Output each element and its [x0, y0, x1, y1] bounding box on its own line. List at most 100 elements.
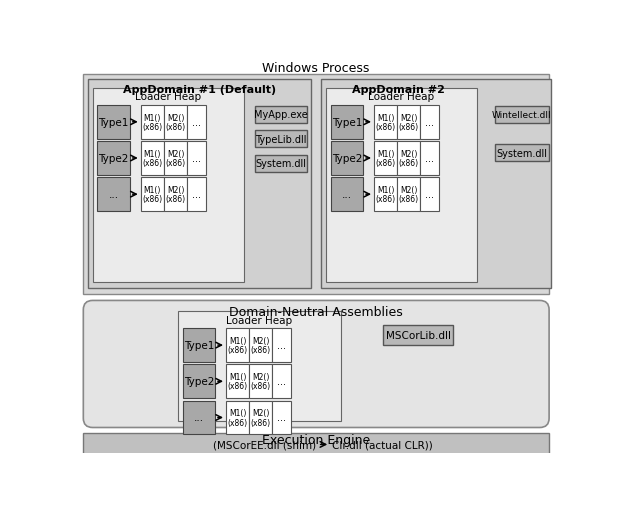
Text: M2(): M2(): [252, 373, 270, 381]
Bar: [420, 106, 439, 139]
Text: (x86): (x86): [143, 195, 162, 204]
Bar: [255, 156, 307, 173]
Bar: [226, 328, 249, 362]
Bar: [420, 142, 439, 176]
Bar: [164, 106, 187, 139]
Text: M1(): M1(): [377, 186, 394, 194]
Text: M1(): M1(): [144, 186, 161, 194]
Text: Loader Heap: Loader Heap: [135, 92, 201, 102]
Bar: [187, 106, 206, 139]
Text: MyApp.exe: MyApp.exe: [254, 110, 308, 120]
Bar: [321, 79, 550, 289]
Text: (x86): (x86): [251, 346, 271, 355]
Text: (x86): (x86): [399, 159, 419, 168]
Text: System.dll: System.dll: [255, 159, 307, 169]
Text: Type2: Type2: [332, 154, 362, 164]
Bar: [178, 312, 341, 421]
Text: Type2: Type2: [98, 154, 129, 164]
Text: (x86): (x86): [228, 382, 247, 390]
Bar: [397, 142, 420, 176]
Bar: [273, 401, 291, 435]
Text: (x86): (x86): [165, 195, 186, 204]
Text: M1(): M1(): [229, 409, 246, 417]
Bar: [331, 142, 363, 176]
Text: AppDomain #2: AppDomain #2: [352, 84, 445, 95]
Text: (x86): (x86): [165, 123, 186, 132]
Text: Clr.dll (actual CLR)): Clr.dll (actual CLR)): [332, 440, 433, 449]
Text: ...: ...: [277, 377, 286, 386]
Text: (x86): (x86): [376, 123, 395, 132]
Bar: [83, 433, 549, 462]
Text: ...: ...: [192, 190, 201, 200]
Text: Type2: Type2: [184, 377, 214, 386]
Text: Type1: Type1: [98, 118, 129, 128]
Bar: [420, 178, 439, 212]
Bar: [164, 178, 187, 212]
Bar: [495, 106, 549, 123]
Bar: [273, 328, 291, 362]
Bar: [141, 142, 164, 176]
Text: (x86): (x86): [143, 159, 162, 168]
Text: (x86): (x86): [143, 123, 162, 132]
Text: M2(): M2(): [167, 150, 184, 159]
Bar: [83, 75, 549, 294]
Text: M2(): M2(): [400, 114, 418, 123]
Text: ...: ...: [342, 190, 352, 200]
Text: MSCorLib.dll: MSCorLib.dll: [386, 330, 450, 341]
Text: (x86): (x86): [376, 195, 395, 204]
Bar: [183, 328, 215, 362]
Text: ...: ...: [277, 341, 286, 350]
Bar: [397, 178, 420, 212]
Text: (x86): (x86): [228, 346, 247, 355]
Text: ...: ...: [194, 413, 204, 422]
Text: Loader Heap: Loader Heap: [368, 92, 434, 102]
Text: ...: ...: [109, 190, 118, 200]
Text: (x86): (x86): [251, 418, 271, 427]
Bar: [374, 106, 397, 139]
Text: M1(): M1(): [377, 114, 394, 123]
Bar: [397, 106, 420, 139]
Bar: [331, 178, 363, 212]
Bar: [226, 401, 249, 435]
Bar: [97, 142, 130, 176]
Text: System.dll: System.dll: [497, 148, 547, 158]
Bar: [164, 142, 187, 176]
Bar: [255, 106, 307, 123]
Text: ...: ...: [192, 118, 201, 128]
Text: M2(): M2(): [167, 186, 184, 194]
Text: M1(): M1(): [144, 114, 161, 123]
Text: M1(): M1(): [377, 150, 394, 159]
Text: M2(): M2(): [252, 336, 270, 345]
Text: M2(): M2(): [400, 150, 418, 159]
Bar: [326, 89, 477, 282]
Text: Type1: Type1: [332, 118, 362, 128]
Bar: [495, 145, 549, 162]
Bar: [187, 178, 206, 212]
Bar: [183, 401, 215, 435]
Bar: [141, 106, 164, 139]
Bar: [97, 106, 130, 139]
Text: (MSCorEE.dll (shim): (MSCorEE.dll (shim): [213, 440, 316, 449]
Bar: [97, 178, 130, 212]
Bar: [273, 364, 291, 399]
Text: M1(): M1(): [229, 336, 246, 345]
Text: M1(): M1(): [144, 150, 161, 159]
Bar: [255, 131, 307, 148]
Text: ...: ...: [425, 118, 434, 128]
Bar: [141, 178, 164, 212]
Text: Wintellect.dll: Wintellect.dll: [492, 110, 552, 120]
Text: M2(): M2(): [252, 409, 270, 417]
Text: Loader Heap: Loader Heap: [226, 315, 292, 325]
Bar: [374, 142, 397, 176]
FancyBboxPatch shape: [83, 301, 549, 428]
Text: (x86): (x86): [251, 382, 271, 390]
Text: M1(): M1(): [229, 373, 246, 381]
Text: (x86): (x86): [165, 159, 186, 168]
Bar: [331, 106, 363, 139]
Bar: [93, 89, 244, 282]
Text: ...: ...: [277, 413, 286, 422]
Text: TypeLib.dll: TypeLib.dll: [255, 134, 307, 145]
Text: (x86): (x86): [376, 159, 395, 168]
Bar: [249, 328, 273, 362]
Text: M2(): M2(): [167, 114, 184, 123]
